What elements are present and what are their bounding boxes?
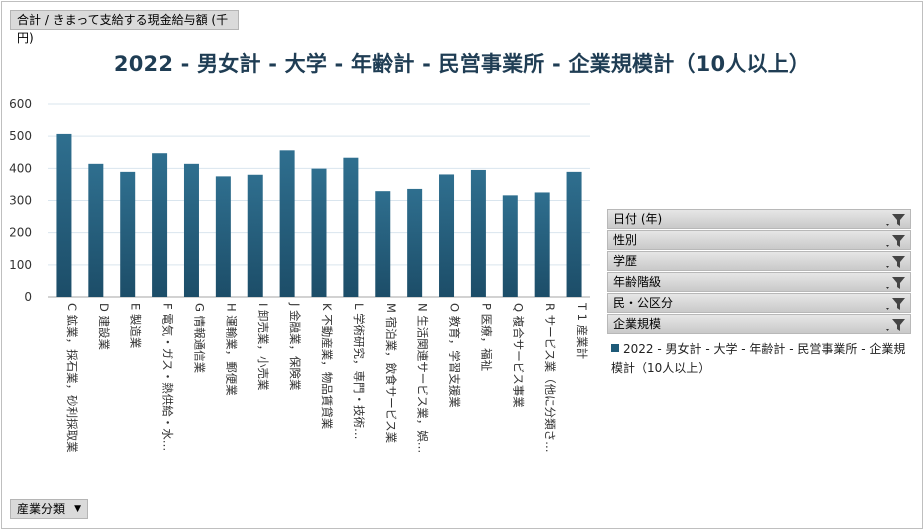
bar[interactable] (566, 171, 582, 297)
y-tick-label: 200 (9, 226, 32, 240)
chart-title: 2022 - 男女計 - 大学 - 年齢計 - 民営事業所 - 企業規模計（10… (113, 52, 811, 76)
x-tick-label: O 教育，学習支援業 (448, 303, 462, 408)
bar[interactable] (343, 157, 359, 297)
bar[interactable] (120, 171, 136, 297)
x-tick-label: E 製造業 (129, 303, 143, 349)
x-tick-label: K 不動産業，物品賃貸業 (320, 303, 334, 430)
x-tick-label: J 金融業，保険業 (288, 302, 302, 391)
x-tick-label: M 宿泊業，飲食サービス業 (384, 303, 398, 444)
bar[interactable] (215, 176, 231, 297)
filter-icon[interactable] (884, 276, 906, 290)
filter-icon[interactable] (884, 255, 906, 269)
x-tick-label: D 建設業 (97, 303, 111, 351)
filter-icon[interactable] (884, 213, 906, 227)
bar[interactable] (407, 188, 423, 297)
filter-icon[interactable] (884, 234, 906, 248)
bar[interactable] (247, 174, 263, 297)
x-tick-label: H 運輸業，郵便業 (224, 303, 238, 396)
filter-label: 学歴 (613, 254, 638, 268)
x-tick-label: P 医療，福祉 (479, 303, 493, 372)
filter-company-size[interactable]: 企業規模 (607, 314, 911, 334)
x-tick-label: I 卸売業，小売業 (256, 303, 270, 391)
filter-label: 民・公区分 (613, 296, 674, 310)
bar[interactable] (279, 150, 295, 297)
filter-icon[interactable] (884, 297, 906, 311)
bar[interactable] (502, 195, 518, 297)
filter-panel: 日付 (年) 性別 学歴 年齢階級 民・公区分 企業規模 (607, 209, 911, 335)
y-tick-label: 0 (24, 290, 32, 304)
filter-label: 年齢階級 (613, 275, 662, 289)
x-tick-label: Q 複合サービス事業 (511, 303, 525, 408)
filter-icon[interactable] (884, 318, 906, 332)
filter-education[interactable]: 学歴 (607, 251, 911, 271)
filter-label: 日付 (年) (613, 212, 663, 226)
y-tick-label: 500 (9, 129, 32, 143)
y-tick-label: 300 (9, 194, 32, 208)
bar[interactable] (183, 163, 199, 297)
bar[interactable] (375, 191, 391, 297)
x-tick-label: F 電気・ガス・熱供給・水… (161, 303, 175, 451)
filter-gender[interactable]: 性別 (607, 230, 911, 250)
filter-public-private[interactable]: 民・公区分 (607, 293, 911, 313)
bar[interactable] (88, 163, 104, 297)
axis-field-button[interactable]: 産業分類 ▼ (10, 499, 88, 519)
bar[interactable] (152, 153, 168, 297)
x-tick-label: T 1 産業計 (575, 302, 589, 359)
filter-age-group[interactable]: 年齢階級 (607, 272, 911, 292)
x-tick-label: R サービス業（他に分類さ… (543, 303, 557, 453)
legend: 2022 - 男女計 - 大学 - 年齢計 - 民営事業所 - 企業規模計（10… (611, 340, 911, 378)
legend-label: 2022 - 男女計 - 大学 - 年齢計 - 民営事業所 - 企業規模計（10… (611, 342, 906, 375)
filter-label: 性別 (613, 233, 638, 247)
y-tick-label: 600 (9, 97, 32, 111)
x-tick-label: L 学術研究，専門・技術… (352, 303, 366, 440)
x-tick-label: N 生活関連サービス業，娯… (416, 303, 430, 453)
filter-label: 企業規模 (613, 317, 662, 331)
x-tick-label: C 鉱業，採石業，砂利採取業 (65, 303, 79, 453)
measure-field-button[interactable]: 合計 / きまって支給する現金給与額 (千円) (10, 10, 239, 45)
y-tick-label: 400 (9, 161, 32, 175)
y-tick-label: 100 (9, 258, 32, 272)
legend-swatch (611, 344, 619, 352)
dropdown-arrow-icon[interactable]: ▼ (74, 504, 81, 514)
bar[interactable] (311, 168, 327, 297)
axis-field-label: 産業分類 (17, 502, 66, 516)
x-tick-label: G 情報通信業 (192, 303, 206, 374)
filter-date-year[interactable]: 日付 (年) (607, 209, 911, 229)
bar[interactable] (470, 169, 486, 297)
bar[interactable] (56, 133, 72, 297)
bar[interactable] (439, 174, 455, 297)
bar[interactable] (534, 192, 550, 297)
